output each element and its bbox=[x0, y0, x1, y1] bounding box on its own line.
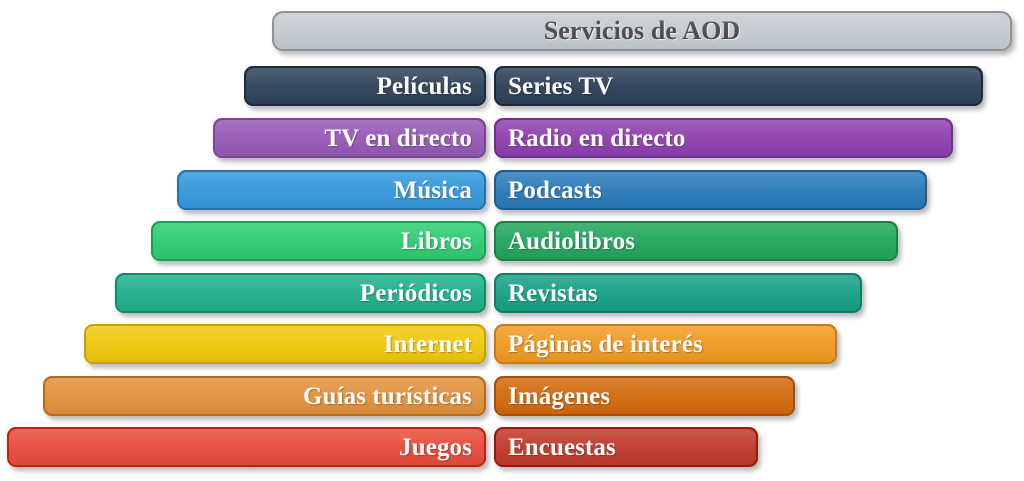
pill-label: TV en directo bbox=[324, 124, 472, 152]
pill-label: Series TV bbox=[508, 72, 614, 100]
pill-label: Audiolibros bbox=[508, 227, 636, 255]
pill-label: Películas bbox=[376, 72, 472, 100]
pyramid-row: Música Podcasts bbox=[177, 170, 927, 210]
pill-label: Música bbox=[393, 176, 472, 204]
pill-libros[interactable]: Libros bbox=[151, 221, 486, 261]
pill-paginas-de-interes[interactable]: Páginas de interés bbox=[494, 324, 837, 364]
pill-radio-en-directo[interactable]: Radio en directo bbox=[494, 118, 953, 158]
pill-series-tv[interactable]: Series TV bbox=[494, 66, 983, 106]
pyramid-row: Periódicos Revistas bbox=[115, 273, 862, 313]
header-pill-label: Servicios de AOD bbox=[543, 16, 741, 45]
pill-label: Imágenes bbox=[508, 382, 611, 410]
pill-musica[interactable]: Música bbox=[177, 170, 486, 210]
pill-internet[interactable]: Internet bbox=[84, 324, 486, 364]
pill-guias-turisticas[interactable]: Guías turísticas bbox=[43, 376, 486, 416]
pill-peliculas[interactable]: Películas bbox=[244, 66, 486, 106]
pyramid-row: Guías turísticas Imágenes bbox=[43, 376, 795, 416]
pill-label: Periódicos bbox=[359, 279, 472, 307]
pill-label: Revistas bbox=[508, 279, 598, 307]
pill-label: Radio en directo bbox=[508, 124, 686, 152]
pill-label: Guías turísticas bbox=[303, 382, 472, 410]
pyramid-row: Internet Páginas de interés bbox=[84, 324, 837, 364]
pill-audiolibros[interactable]: Audiolibros bbox=[494, 221, 898, 261]
pill-juegos[interactable]: Juegos bbox=[7, 427, 486, 467]
pill-label: Internet bbox=[383, 330, 472, 358]
pyramid-row: Películas Series TV bbox=[244, 66, 983, 106]
header-pill-servicios-de-aod: Servicios de AOD bbox=[272, 11, 1012, 51]
pill-label: Páginas de interés bbox=[508, 330, 703, 358]
diagram-header-row: Servicios de AOD bbox=[272, 11, 1012, 51]
pyramid-row: TV en directo Radio en directo bbox=[213, 118, 953, 158]
pill-podcasts[interactable]: Podcasts bbox=[494, 170, 927, 210]
pill-label: Podcasts bbox=[508, 176, 602, 204]
pill-label: Encuestas bbox=[508, 433, 616, 461]
pill-periodicos[interactable]: Periódicos bbox=[115, 273, 486, 313]
pyramid-row: Juegos Encuestas bbox=[7, 427, 758, 467]
pill-tv-en-directo[interactable]: TV en directo bbox=[213, 118, 486, 158]
pyramid-row: Libros Audiolibros bbox=[151, 221, 898, 261]
pill-encuestas[interactable]: Encuestas bbox=[494, 427, 758, 467]
pill-label: Juegos bbox=[399, 433, 472, 461]
pill-imagenes[interactable]: Imágenes bbox=[494, 376, 795, 416]
pill-revistas[interactable]: Revistas bbox=[494, 273, 862, 313]
pill-label: Libros bbox=[401, 227, 472, 255]
